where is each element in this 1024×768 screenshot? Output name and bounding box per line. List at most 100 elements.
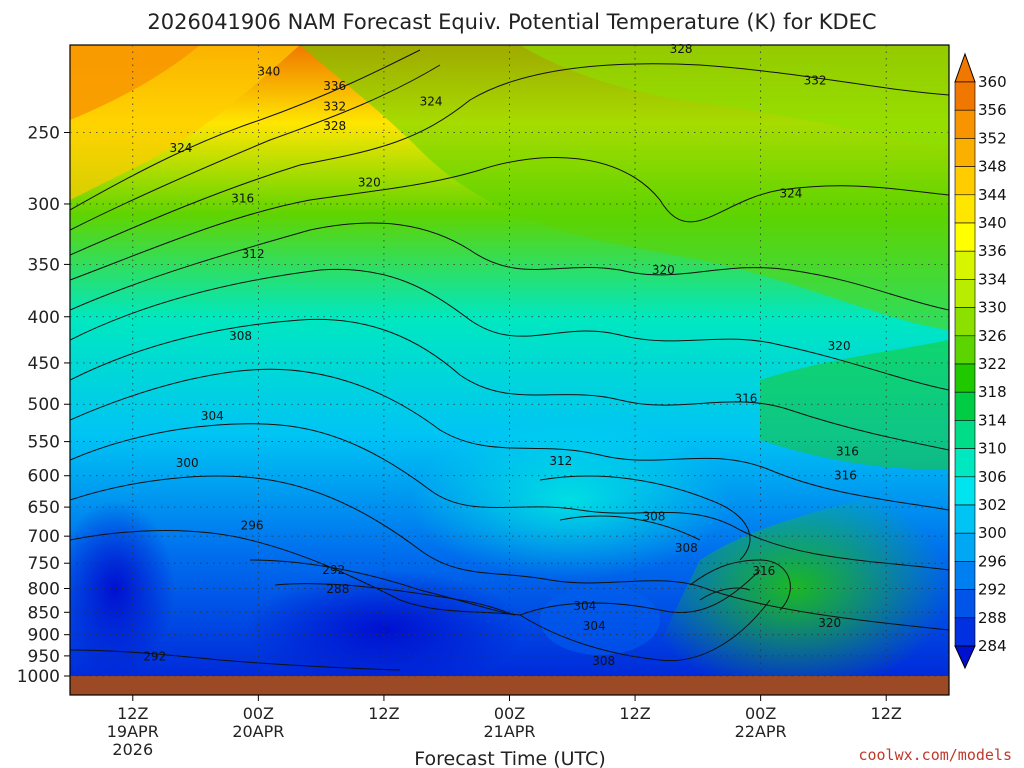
contour-label: 336 <box>323 79 346 93</box>
contour-label: 308 <box>592 654 615 668</box>
y-tick-label: 500 <box>28 395 60 415</box>
colorbar-segment <box>955 533 975 561</box>
colorbar-label: 322 <box>978 355 1007 373</box>
x-tick-label: 00Z <box>494 704 525 723</box>
y-tick-label: 750 <box>28 554 60 574</box>
contour-label: 300 <box>176 456 199 470</box>
colorbar-segment <box>955 618 975 646</box>
x-tick-label: 00Z <box>745 704 776 723</box>
contour-label: 292 <box>143 650 166 664</box>
contour-label: 304 <box>201 409 224 423</box>
y-tick-label: 250 <box>28 123 60 143</box>
contour-label: 328 <box>323 119 346 133</box>
colorbar-label: 360 <box>978 73 1007 91</box>
x-tick-label: 2026 <box>112 740 153 759</box>
x-tick-label: 12Z <box>117 704 148 723</box>
colorbar-label: 356 <box>978 101 1007 119</box>
contour-label: 320 <box>358 175 381 189</box>
colorbar-label: 296 <box>978 552 1007 570</box>
contour-label: 332 <box>323 100 346 114</box>
colorbar-top-arrow <box>955 54 975 82</box>
y-tick-label: 450 <box>28 354 60 374</box>
y-tick-label: 400 <box>28 308 60 328</box>
contour-label: 316 <box>834 469 857 483</box>
colorbar-segment <box>955 336 975 364</box>
y-tick-label: 600 <box>28 467 60 487</box>
colorbar-label: 340 <box>978 214 1007 232</box>
colorbar-label: 330 <box>978 299 1007 317</box>
colorbar-segment <box>955 449 975 477</box>
y-tick-label: 300 <box>28 195 60 215</box>
colorbar-bottom-arrow <box>955 646 975 668</box>
colorbar-label: 344 <box>978 186 1007 204</box>
colorbar-label: 336 <box>978 242 1007 260</box>
colorbar-label: 310 <box>978 440 1007 458</box>
x-tick-label: 20APR <box>232 722 284 741</box>
x-tick-label: 21APR <box>483 722 535 741</box>
y-tick-label: 550 <box>28 433 60 453</box>
colorbar-segment <box>955 392 975 420</box>
colorbar-label: 300 <box>978 524 1007 542</box>
colorbar-segment <box>955 167 975 195</box>
contour-label: 308 <box>675 541 698 555</box>
contour-label: 308 <box>229 329 252 343</box>
contour-label: 328 <box>670 42 693 56</box>
y-tick-label: 700 <box>28 527 60 547</box>
x-tick-label: 12Z <box>871 704 902 723</box>
contour-label: 304 <box>573 599 596 613</box>
y-tick-label: 650 <box>28 498 60 518</box>
x-tick-label: 00Z <box>243 704 274 723</box>
contour-label: 308 <box>642 510 665 524</box>
contour-label: 312 <box>242 247 265 261</box>
x-tick-label: 12Z <box>619 704 650 723</box>
colorbar-label: 284 <box>978 637 1007 655</box>
colorbar-label: 306 <box>978 468 1007 486</box>
contour-label: 316 <box>752 564 775 578</box>
contour-label: 304 <box>583 619 606 633</box>
colorbar-segment <box>955 505 975 533</box>
y-tick-label: 900 <box>28 626 60 646</box>
colorbar-segment <box>955 138 975 166</box>
credit-text: coolwx.com/models <box>858 746 1012 764</box>
colorbar-segment <box>955 561 975 589</box>
chart: 2026041906 NAM Forecast Equiv. Potential… <box>0 0 1024 768</box>
x-tick-label: 19APR <box>107 722 159 741</box>
contour-label: 320 <box>652 263 675 277</box>
colorbar-label: 348 <box>978 158 1007 176</box>
chart-title: 2026041906 NAM Forecast Equiv. Potential… <box>147 10 876 34</box>
y-tick-label: 350 <box>28 255 60 275</box>
colorbar-label: 302 <box>978 496 1007 514</box>
contour-label: 324 <box>169 141 192 155</box>
colorbar-label: 288 <box>978 609 1007 627</box>
x-tick-label: 12Z <box>368 704 399 723</box>
colorbar-segment <box>955 251 975 279</box>
colorbar-segment <box>955 477 975 505</box>
contour-label: 320 <box>818 616 841 630</box>
colorbar-segment <box>955 110 975 138</box>
colorbar-segment <box>955 590 975 618</box>
contour-label: 332 <box>804 74 827 88</box>
contour-label: 316 <box>735 392 758 406</box>
y-tick-label: 800 <box>28 580 60 600</box>
contour-label: 340 <box>257 65 280 79</box>
colorbar-segment <box>955 308 975 336</box>
contour-label: 288 <box>326 582 349 596</box>
colorbar-label: 352 <box>978 129 1007 147</box>
contour-label: 292 <box>322 563 345 577</box>
colorbar-segment <box>955 364 975 392</box>
colorbar-label: 334 <box>978 270 1007 288</box>
colorbar-label: 326 <box>978 327 1007 345</box>
x-tick-label: 22APR <box>735 722 787 741</box>
contour-label: 316 <box>231 192 254 206</box>
y-tick-label: 1000 <box>17 667 60 687</box>
colorbar-label: 314 <box>978 411 1007 429</box>
colorbar-segment <box>955 82 975 110</box>
colorbar: 360 356 352 348 344 340 336 334 330 326 322 318 314 3… <box>955 54 1007 668</box>
x-axis-label: Forecast Time (UTC) <box>414 748 605 768</box>
colorbar-segment <box>955 223 975 251</box>
colorbar-label: 318 <box>978 383 1007 401</box>
contour-label: 312 <box>549 454 572 468</box>
colorbar-segment <box>955 279 975 307</box>
colorbar-label: 292 <box>978 581 1007 599</box>
colorbar-segment <box>955 195 975 223</box>
